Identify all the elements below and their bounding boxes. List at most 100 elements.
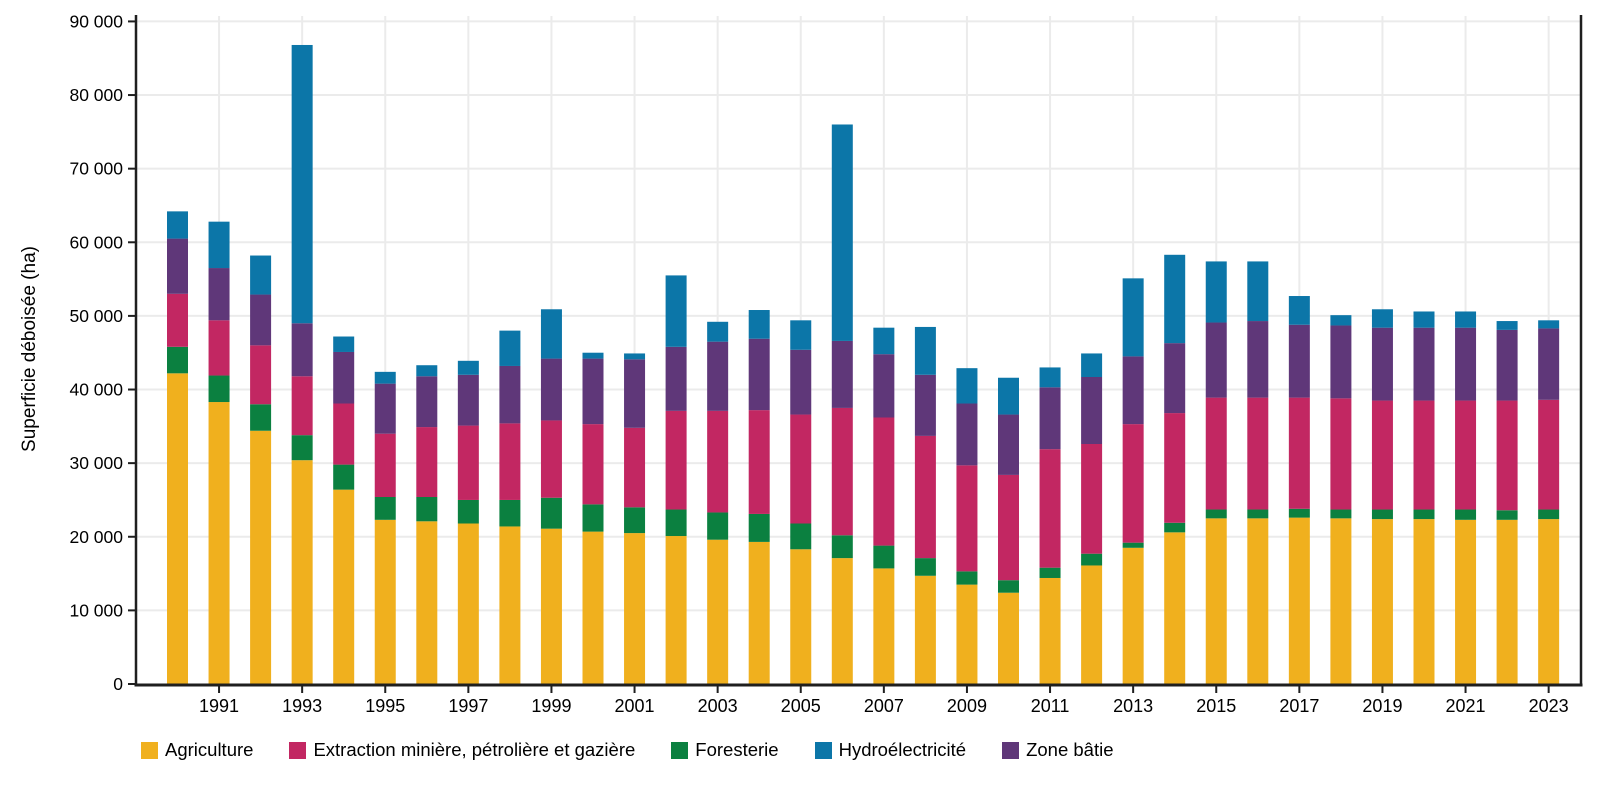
bar-segment-hydroelectricite-2012 xyxy=(1081,353,1103,378)
bar-segment-zone_batie-1993 xyxy=(291,323,313,377)
legend-item-hydroelectricite: Hydroélectricité xyxy=(814,739,966,761)
bar-segment-hydroelectricite-2019 xyxy=(1371,309,1393,328)
bar-segment-hydroelectricite-2010 xyxy=(998,377,1019,415)
x-tick-label: 2013 xyxy=(1113,696,1153,716)
y-tick-label: 60 000 xyxy=(69,232,123,252)
bar-segment-extraction-2020 xyxy=(1413,400,1435,510)
bar-segment-extraction-1999 xyxy=(540,420,562,498)
bar-segment-extraction-2006 xyxy=(831,407,853,536)
x-tick-label: 2015 xyxy=(1196,696,1236,716)
bar-segment-foresterie-2017 xyxy=(1288,508,1310,518)
bar-segment-hydroelectricite-1993 xyxy=(291,44,313,324)
bar-segment-agriculture-2021 xyxy=(1455,519,1477,684)
bar-segment-agriculture-2014 xyxy=(1164,532,1186,684)
bar-segment-foresterie-2006 xyxy=(831,535,853,559)
bar-segment-hydroelectricite-2017 xyxy=(1288,296,1310,325)
x-tick-label: 2021 xyxy=(1446,696,1486,716)
x-tick-label: 2019 xyxy=(1362,696,1402,716)
bar-segment-agriculture-2008 xyxy=(914,575,936,684)
x-tick-label: 2005 xyxy=(781,696,821,716)
bar-segment-foresterie-2022 xyxy=(1496,510,1518,520)
bar-segment-extraction-2018 xyxy=(1330,398,1352,510)
bar-segment-foresterie-1996 xyxy=(416,497,438,522)
bar-segment-agriculture-2010 xyxy=(998,592,1019,684)
y-tick-label: 40 000 xyxy=(69,380,123,400)
y-tick-label: 30 000 xyxy=(69,453,123,473)
x-tick-label: 2007 xyxy=(864,696,904,716)
bar-segment-extraction-1994 xyxy=(333,403,355,465)
legend-item-extraction: Extraction minière, pétrolière et gazièr… xyxy=(289,739,635,761)
x-tick-label: 1997 xyxy=(448,696,488,716)
bar-segment-foresterie-1993 xyxy=(291,435,313,461)
bar-segment-hydroelectricite-1992 xyxy=(250,255,272,295)
bar-segment-extraction-2009 xyxy=(956,465,978,572)
y-tick-label: 90 000 xyxy=(69,11,123,31)
bar-segment-agriculture-2017 xyxy=(1288,517,1310,684)
bar-segment-extraction-2013 xyxy=(1122,424,1144,543)
y-tick-label: 70 000 xyxy=(69,159,123,179)
bar-segment-agriculture-2004 xyxy=(748,541,770,684)
bar-segment-zone_batie-1994 xyxy=(333,351,355,404)
bar-segment-hydroelectricite-2020 xyxy=(1413,311,1435,328)
bar-segment-agriculture-1996 xyxy=(416,521,438,684)
bar-segment-agriculture-2002 xyxy=(665,536,687,684)
bar-segment-zone_batie-2018 xyxy=(1330,325,1352,399)
bar-segment-foresterie-2013 xyxy=(1122,542,1144,548)
x-tick-label: 2023 xyxy=(1529,696,1569,716)
bar-segment-agriculture-1991 xyxy=(208,402,230,684)
bar-segment-zone_batie-2001 xyxy=(624,359,646,428)
bar-segment-hydroelectricite-2023 xyxy=(1538,320,1560,329)
bar-segment-foresterie-2019 xyxy=(1371,509,1393,520)
bar-segment-extraction-2010 xyxy=(998,474,1019,581)
bar-segment-hydroelectricite-2007 xyxy=(873,327,895,355)
bar-segment-foresterie-2008 xyxy=(914,558,936,576)
bar-segment-zone_batie-2013 xyxy=(1122,356,1144,425)
legend-swatch-agriculture xyxy=(141,741,158,759)
bar-segment-agriculture-2023 xyxy=(1538,519,1560,684)
bar-segment-extraction-2002 xyxy=(665,410,687,510)
bar-segment-agriculture-1990 xyxy=(167,373,188,684)
bar-segment-zone_batie-2017 xyxy=(1288,324,1310,398)
legend-item-foresterie: Foresterie xyxy=(671,739,779,761)
x-tick-label: 1995 xyxy=(365,696,405,716)
bar-segment-foresterie-1995 xyxy=(374,497,396,520)
bar-segment-hydroelectricite-2000 xyxy=(582,352,604,359)
bar-segment-hydroelectricite-2015 xyxy=(1205,261,1227,323)
bar-segment-foresterie-2012 xyxy=(1081,553,1103,566)
bar-segment-agriculture-2015 xyxy=(1205,518,1227,684)
bar-segment-hydroelectricite-1990 xyxy=(167,211,188,239)
bar-segment-hydroelectricite-2021 xyxy=(1455,311,1477,328)
bar-segment-agriculture-1997 xyxy=(457,523,479,684)
bar-segment-hydroelectricite-2001 xyxy=(624,353,646,360)
bar-segment-foresterie-1990 xyxy=(167,346,188,374)
bar-segment-zone_batie-2000 xyxy=(582,358,604,425)
bar-segment-hydroelectricite-2004 xyxy=(748,310,770,339)
bar-segment-extraction-1995 xyxy=(374,433,396,498)
bar-segment-extraction-2000 xyxy=(582,424,604,505)
bar-segment-zone_batie-2007 xyxy=(873,354,895,418)
legend-label: Extraction minière, pétrolière et gazièr… xyxy=(313,739,636,760)
bar-segment-zone_batie-2020 xyxy=(1413,327,1435,401)
bar-segment-agriculture-1995 xyxy=(374,519,396,684)
bar-segment-zone_batie-1996 xyxy=(416,376,438,428)
bar-segment-hydroelectricite-1995 xyxy=(374,371,396,384)
bar-segment-hydroelectricite-2002 xyxy=(665,275,687,347)
x-tick-label: 2009 xyxy=(947,696,987,716)
bar-segment-foresterie-2018 xyxy=(1330,509,1352,519)
bar-segment-extraction-2016 xyxy=(1247,397,1269,510)
bar-segment-zone_batie-2002 xyxy=(665,346,687,411)
bar-segment-agriculture-2018 xyxy=(1330,518,1352,684)
legend-item-agriculture: Agriculture xyxy=(141,739,253,761)
bar-segment-hydroelectricite-2014 xyxy=(1164,254,1186,344)
bar-segment-extraction-2005 xyxy=(790,414,812,524)
bar-segment-foresterie-2016 xyxy=(1247,509,1269,519)
x-tick-label: 1999 xyxy=(531,696,571,716)
bar-segment-zone_batie-1998 xyxy=(499,365,521,424)
bar-segment-hydroelectricite-2006 xyxy=(831,124,853,341)
bar-segment-extraction-2023 xyxy=(1538,399,1560,510)
bar-segment-extraction-2014 xyxy=(1164,413,1186,523)
x-tick-label: 1993 xyxy=(282,696,322,716)
bar-segment-foresterie-2003 xyxy=(707,512,729,540)
bar-segment-hydroelectricite-1997 xyxy=(457,360,479,375)
